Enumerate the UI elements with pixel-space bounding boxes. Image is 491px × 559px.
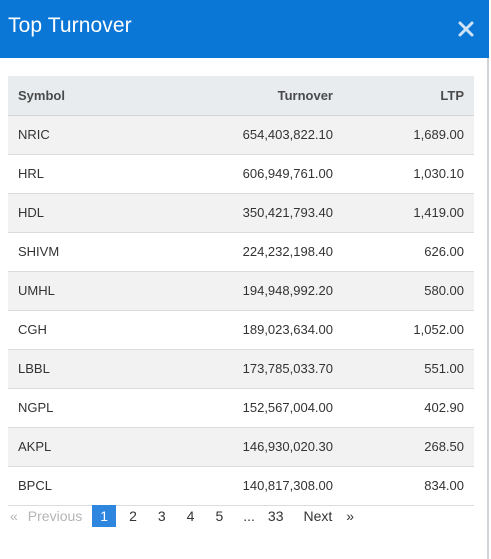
table-row[interactable]: NRIC 654,403,822.10 1,689.00: [8, 115, 474, 155]
column-header-symbol[interactable]: Symbol: [8, 76, 158, 116]
cell-turnover: 152,567,004.00: [158, 388, 333, 428]
cell-symbol: SHIVM: [8, 232, 158, 272]
cell-turnover: 606,949,761.00: [158, 154, 333, 194]
next-page-button[interactable]: Next: [303, 508, 333, 524]
cell-turnover: 224,232,198.40: [158, 232, 333, 272]
cell-ltp: 580.00: [333, 271, 474, 311]
cell-ltp: 551.00: [333, 349, 474, 389]
table-row[interactable]: LBBL 173,785,033.70 551.00: [8, 349, 474, 389]
cell-turnover: 173,785,033.70: [158, 349, 333, 389]
cell-turnover: 140,817,308.00: [158, 466, 333, 506]
cell-symbol: HRL: [8, 154, 158, 194]
previous-page-button: Previous: [27, 508, 83, 524]
cell-symbol: HDL: [8, 193, 158, 233]
page-button-5[interactable]: 5: [215, 508, 224, 524]
cell-ltp: 268.50: [333, 427, 474, 467]
table-row[interactable]: CGH 189,023,634.00 1,052.00: [8, 310, 474, 350]
table-row[interactable]: BPCL 140,817,308.00 834.00: [8, 466, 474, 506]
cell-turnover: 654,403,822.10: [158, 115, 333, 155]
table-row[interactable]: AKPL 146,930,020.30 268.50: [8, 427, 474, 467]
cell-symbol: BPCL: [8, 466, 158, 506]
cell-symbol: NRIC: [8, 115, 158, 155]
cell-ltp: 402.90: [333, 388, 474, 428]
cell-turnover: 146,930,020.30: [158, 427, 333, 467]
page-button-4[interactable]: 4: [186, 508, 195, 524]
table-row[interactable]: UMHL 194,948,992.20 580.00: [8, 271, 474, 311]
table-row[interactable]: HRL 606,949,761.00 1,030.10: [8, 154, 474, 194]
cell-turnover: 194,948,992.20: [158, 271, 333, 311]
cell-turnover: 350,421,793.40: [158, 193, 333, 233]
cell-ltp: 1,689.00: [333, 115, 474, 155]
cell-ltp: 626.00: [333, 232, 474, 272]
page-button-last[interactable]: 33: [267, 508, 284, 524]
cell-symbol: UMHL: [8, 271, 158, 311]
table-row[interactable]: HDL 350,421,793.40 1,419.00: [8, 193, 474, 233]
pagination-ellipsis: ...: [243, 508, 255, 524]
cell-symbol: CGH: [8, 310, 158, 350]
cell-turnover: 189,023,634.00: [158, 310, 333, 350]
page-button-1[interactable]: 1: [92, 505, 117, 527]
column-header-turnover[interactable]: Turnover: [158, 76, 333, 116]
table-row[interactable]: SHIVM 224,232,198.40 626.00: [8, 232, 474, 272]
modal-title: Top Turnover: [8, 14, 132, 37]
page-button-3[interactable]: 3: [157, 508, 166, 524]
table-header-row: Symbol Turnover LTP: [8, 76, 474, 116]
cell-ltp: 1,419.00: [333, 193, 474, 233]
page-button-2[interactable]: 2: [129, 508, 137, 524]
cell-ltp: 1,052.00: [333, 310, 474, 350]
first-page-arrow-icon: «: [10, 508, 18, 524]
cell-ltp: 834.00: [333, 466, 474, 506]
cell-ltp: 1,030.10: [333, 154, 474, 194]
pagination: « Previous 1 2 3 4 5 ... 33 Next »: [10, 505, 354, 527]
close-icon[interactable]: [457, 18, 475, 40]
modal-header: Top Turnover: [0, 0, 489, 58]
cell-symbol: AKPL: [8, 427, 158, 467]
cell-symbol: NGPL: [8, 388, 158, 428]
turnover-table: Symbol Turnover LTP NRIC 654,403,822.10 …: [8, 76, 474, 506]
column-header-ltp[interactable]: LTP: [333, 76, 474, 116]
table-row[interactable]: NGPL 152,567,004.00 402.90: [8, 388, 474, 428]
last-page-arrow-icon[interactable]: »: [346, 508, 355, 524]
cell-symbol: LBBL: [8, 349, 158, 389]
